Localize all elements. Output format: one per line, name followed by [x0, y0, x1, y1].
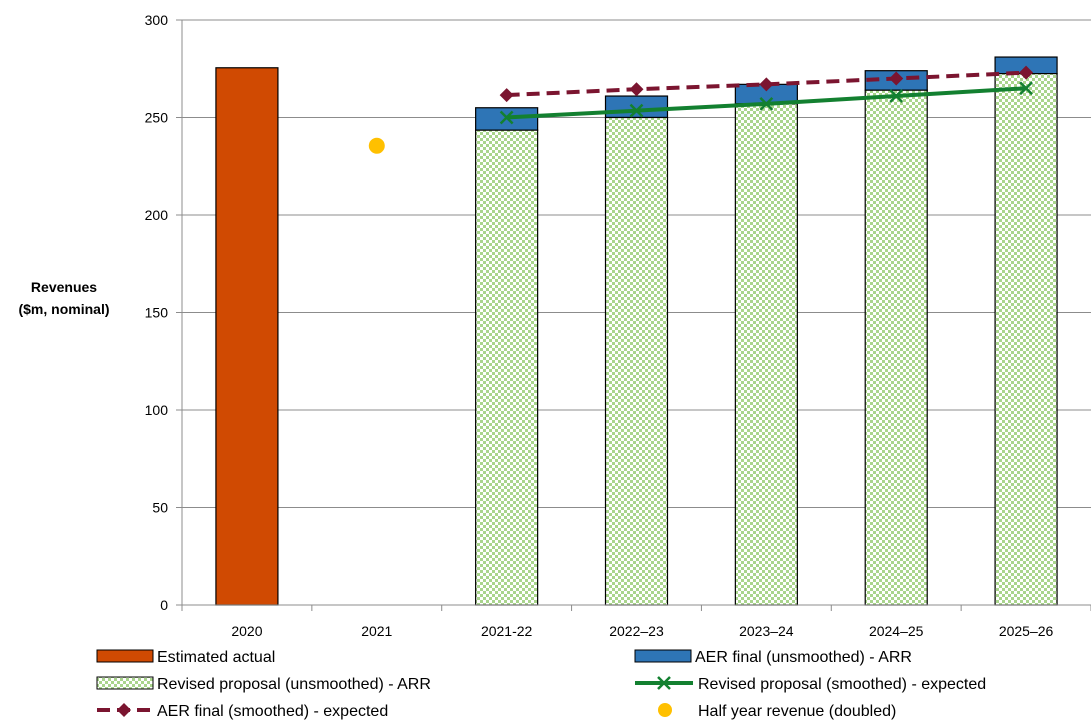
axes: 0 50 100 150 200 250 300 2020 2021 2021-22 2022–23… — [145, 12, 1091, 639]
y-tick-label: 150 — [145, 305, 169, 321]
point-aer-final-expected — [629, 82, 644, 97]
x-tick-label: 2021-22 — [481, 623, 533, 639]
legend-swatch-aer-final-arr — [634, 649, 692, 663]
x-tick-label: 2023–24 — [739, 623, 794, 639]
x-tick-label: 2022–23 — [609, 623, 664, 639]
point-aer-final-expected — [1019, 65, 1034, 80]
point-aer-final-expected — [759, 77, 774, 92]
legend-swatch-revised-proposal-arr — [96, 676, 154, 690]
chart-marks — [215, 56, 1058, 606]
y-tick-label: 100 — [145, 402, 169, 418]
point-half-year-revenue — [368, 137, 385, 154]
point-revised-proposal-expected — [759, 96, 774, 111]
x-tick-label: 2024–25 — [869, 623, 924, 639]
legend-label: AER final (smoothed) - expected — [157, 703, 388, 720]
bar-revised-proposal-arr — [994, 73, 1058, 606]
bar-estimated-actual — [215, 67, 279, 606]
legend-swatch-half-year-revenue — [658, 703, 672, 717]
legend-label: AER final (unsmoothed) - ARR — [695, 649, 912, 666]
y-axis-label-line2: ($m, nominal) — [18, 301, 109, 317]
point-revised-proposal-expected — [889, 89, 904, 103]
point-revised-proposal-expected — [1019, 81, 1033, 96]
legend-marker-aer-final-expected — [117, 703, 131, 717]
legend-label: Revised proposal (unsmoothed) - ARR — [157, 676, 431, 693]
legend-label: Estimated actual — [157, 649, 275, 666]
line-aer-final-expected — [506, 70, 1027, 98]
point-revised-proposal-expected — [629, 103, 644, 118]
y-tick-label: 200 — [145, 207, 169, 223]
legend-label: Revised proposal (smoothed) - expected — [698, 676, 986, 693]
x-tick-label: 2025–26 — [999, 623, 1054, 639]
bar-revised-proposal-arr — [734, 103, 798, 606]
bar-revised-proposal-arr — [475, 129, 539, 606]
point-revised-proposal-expected — [499, 110, 514, 125]
legend: Estimated actual AER final (unsmoothed) -… — [96, 649, 986, 720]
y-tick-label: 0 — [160, 597, 168, 613]
y-tick-label: 250 — [145, 110, 169, 126]
point-aer-final-expected — [889, 71, 904, 86]
bar-aer-final-arr — [604, 95, 669, 119]
legend-label: Half year revenue (doubled) — [698, 703, 896, 720]
bar-revised-proposal-arr — [604, 116, 669, 606]
y-tick-label: 50 — [152, 500, 168, 516]
x-tick-label: 2021 — [361, 623, 392, 639]
bar-revised-proposal-arr — [864, 89, 928, 606]
point-aer-final-expected — [499, 88, 514, 103]
legend-swatch-estimated-actual — [96, 649, 154, 663]
x-tick-label: 2020 — [231, 623, 262, 639]
legend-marker-revised-proposal-expected — [657, 676, 671, 690]
y-tick-label: 300 — [145, 12, 169, 28]
y-axis-label-line1: Revenues — [31, 279, 97, 295]
